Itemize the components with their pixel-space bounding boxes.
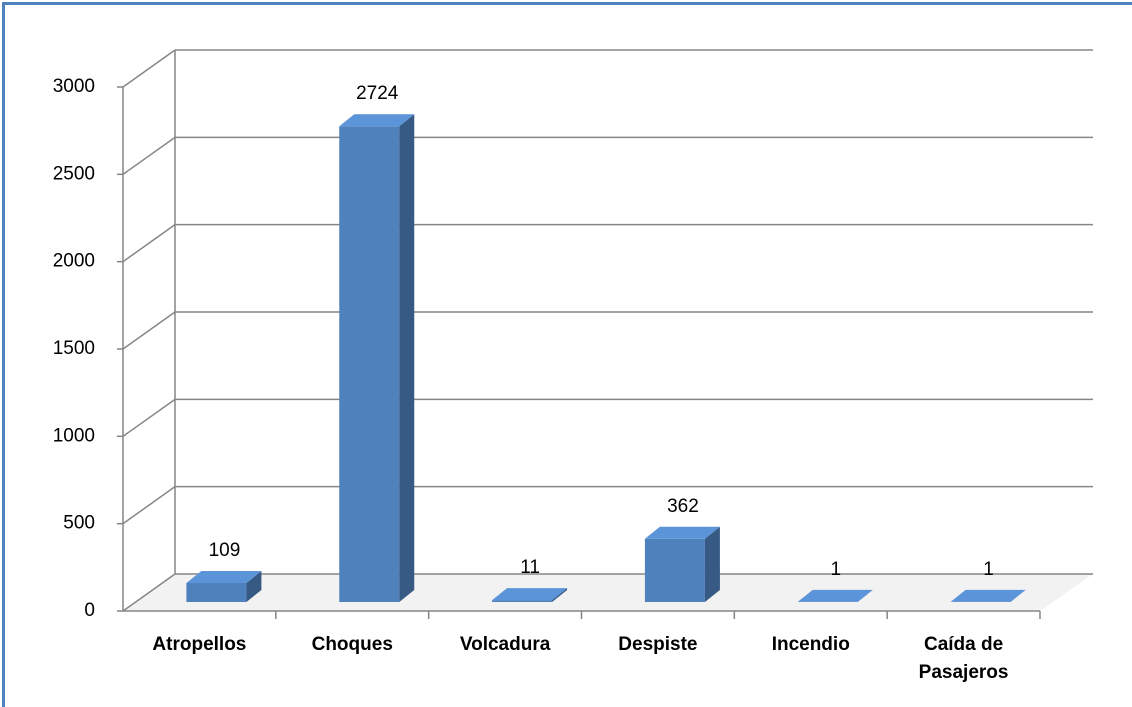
- bar-top: [492, 588, 568, 601]
- bar: [950, 589, 1026, 602]
- bar-top: [797, 589, 873, 602]
- bar-top: [339, 114, 415, 127]
- data-label: 1: [830, 559, 841, 580]
- grid-line: [122, 398, 176, 437]
- bar-front: [339, 126, 400, 602]
- data-label: 11: [520, 557, 540, 578]
- data-label: 109: [209, 540, 241, 561]
- x-tick-label: Choques: [311, 634, 393, 655]
- data-label: 2724: [356, 83, 399, 104]
- y-tick-label: 0: [84, 600, 95, 621]
- bar-side: [399, 114, 415, 602]
- bar: [797, 589, 873, 602]
- x-tick-label: Caída de Pasajeros: [918, 634, 1009, 683]
- bar: [644, 526, 720, 602]
- bar-front: [492, 600, 553, 602]
- grid-line: [122, 136, 176, 175]
- floor: [123, 574, 1093, 611]
- y-tick-label: 2500: [53, 163, 95, 184]
- data-label: 362: [667, 496, 699, 517]
- grid-line: [122, 486, 176, 525]
- y-tick-label: 3000: [53, 76, 95, 97]
- grid-line: [122, 311, 176, 350]
- bar-front: [644, 538, 705, 602]
- bar-side: [1010, 589, 1026, 602]
- bar-top: [644, 526, 720, 539]
- x-tick-label: Despiste: [618, 634, 698, 655]
- grid-line: [122, 49, 176, 88]
- x-tick-label: Incendio: [771, 634, 850, 655]
- bar-top: [186, 570, 262, 583]
- bar-side: [552, 588, 568, 602]
- data-label: 1: [983, 559, 994, 580]
- y-tick-label: 2000: [53, 251, 95, 272]
- y-tick-label: 500: [63, 513, 95, 534]
- bar: [186, 570, 262, 602]
- x-tick-label: Volcadura: [459, 634, 551, 655]
- bar: [492, 588, 568, 602]
- y-tick-label: 1500: [53, 338, 95, 359]
- bar-side: [246, 570, 262, 602]
- grid-line: [122, 573, 176, 612]
- bar-side: [704, 526, 720, 602]
- y-tick-label: 1000: [53, 425, 95, 446]
- x-tick-label: Atropellos: [152, 634, 247, 655]
- bar-top: [950, 589, 1026, 602]
- bar-front: [186, 582, 247, 602]
- bar-side: [857, 589, 873, 602]
- grid-line: [122, 224, 176, 263]
- bar: [339, 114, 415, 602]
